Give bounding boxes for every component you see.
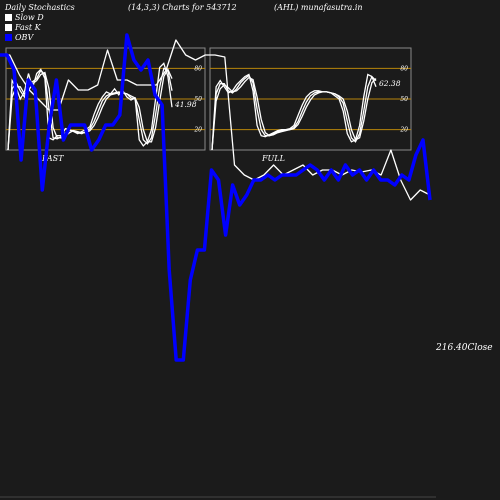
full-last-value-label: 62.38 [379,79,401,88]
full-series-line-2 [211,74,377,151]
full-tick-label-50: 50 [400,96,408,103]
legend-label-obv: OBV [15,33,34,42]
fast-tick-label-50: 50 [194,96,202,103]
fast-last-value-label: 41.98 [174,100,197,109]
full-tick-label-80: 80 [400,65,408,72]
obv-line [0,33,432,362]
legend-label-slow-d: Slow D [15,13,44,22]
fast-series-line-2 [7,67,173,151]
chart-header-title: Daily Stochastics [5,3,75,12]
legend-item-obv: OBV [5,33,33,42]
full-tick-label-20: 20 [399,127,408,134]
fast-panel-title: FAST [41,154,64,163]
full-series-line-1 [211,73,377,151]
legend-swatch-obv [5,34,12,41]
legend-swatch-slow-d [5,14,12,21]
chart-header-source: (AHL) munafasutra.in [274,3,363,12]
legend-label-fast-k: Fast K [15,23,41,32]
legend-item-fast-k: Fast K [5,23,41,32]
chart-header-symbol: (14,3,3) Charts for 543712 [128,3,237,12]
fast-tick-label-20: 20 [193,127,202,134]
full-panel-title: FULL [261,154,285,163]
close-last-value-label: 216.40Close [435,343,493,353]
full-series-line-3 [211,76,377,151]
legend-item-slow-d: Slow D [5,13,44,22]
fast-series-line-1 [7,62,173,151]
legend-swatch-fast-k [5,24,12,31]
fast-tick-label-80: 80 [194,65,202,72]
fast-series-line-3 [7,67,173,151]
